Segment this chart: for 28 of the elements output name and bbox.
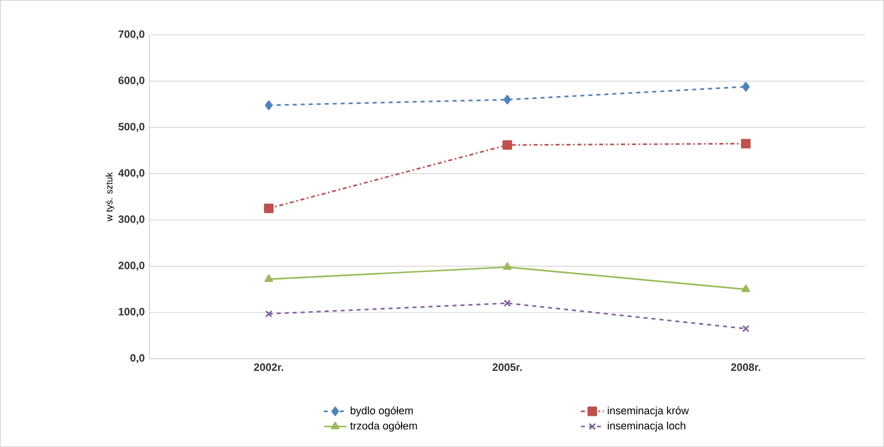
point xyxy=(264,274,274,282)
point xyxy=(742,284,750,292)
y-tick-label: 100,0 xyxy=(118,308,144,318)
y-tick-label: 200,0 xyxy=(118,262,144,271)
y-tick-label: 600,0 xyxy=(118,76,144,86)
x-tick-label: 2008r. xyxy=(731,363,760,371)
x-tick-label: 2005r. xyxy=(492,363,522,371)
point xyxy=(504,300,511,307)
y-axis-title: w tyś. sztuk xyxy=(106,172,114,222)
point xyxy=(504,94,512,104)
x-tick-label: 2002r. xyxy=(254,363,284,371)
point xyxy=(264,100,273,110)
point xyxy=(265,310,272,318)
legend-label: inseminacja krów xyxy=(608,406,689,416)
y-tick-label: 300,0 xyxy=(118,215,144,225)
legend-label: trzoda ogółem xyxy=(350,422,417,432)
legend-label: bydlo ogółem xyxy=(350,406,413,416)
point xyxy=(503,262,512,270)
y-tick-label: 0,0 xyxy=(130,354,144,364)
point xyxy=(741,138,751,148)
point xyxy=(502,140,512,150)
y-tick-label: 400,0 xyxy=(118,169,144,178)
legend-label: inseminacja loch xyxy=(608,422,686,432)
point xyxy=(264,204,274,214)
y-tick-label: 500,0 xyxy=(118,122,144,132)
point xyxy=(742,82,750,92)
y-tick-label: 700,0 xyxy=(118,30,144,40)
point xyxy=(742,325,750,332)
